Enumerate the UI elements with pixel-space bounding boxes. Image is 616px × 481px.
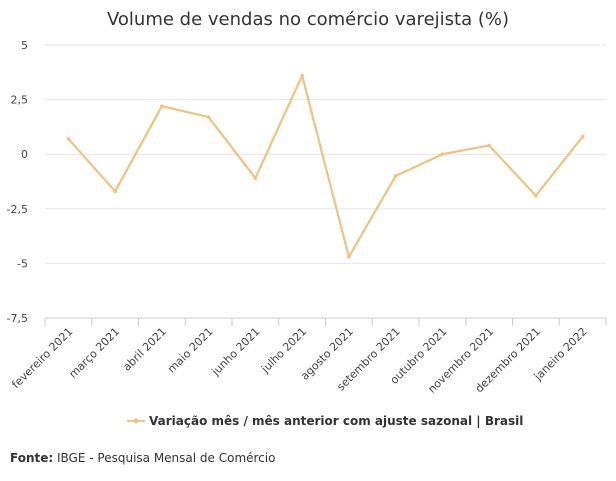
y-tick-label: -7,5 [7,312,28,325]
y-tick-label: 0 [21,148,28,161]
data-point[interactable] [113,189,117,194]
data-point[interactable] [580,134,585,139]
x-tick-label: junho 2021 [209,325,263,379]
data-point[interactable] [66,137,71,141]
y-axis: 5 2,5 0 -2,5 -5 -7,5 [7,39,28,325]
source-note: Fonte: IBGE - Pesquisa Mensal de Comérci… [10,451,275,465]
y-tick-label: -5 [17,257,28,270]
chart-title: Volume de vendas no comércio varejista (… [107,9,509,30]
source-text: IBGE - Pesquisa Mensal de Comércio [57,451,276,465]
series-line [67,74,584,258]
series-layer [66,73,585,259]
x-tick-label: março 2021 [66,325,122,381]
y-tick-label: 5 [21,39,28,52]
data-point[interactable] [440,152,445,156]
data-point[interactable] [206,115,211,119]
data-point[interactable] [534,193,538,198]
data-point[interactable] [393,174,398,178]
data-point[interactable] [160,104,164,108]
source-label: Fonte: [10,451,54,465]
legend[interactable]: Variação mês / mês anterior com ajuste s… [127,414,523,428]
y-tick-label: 2,5 [11,94,29,107]
x-tick-label: abril 2021 [120,325,169,374]
data-point[interactable] [300,73,304,78]
y-tick-label: -2,5 [7,203,28,216]
x-tick-label: maio 2021 [165,325,216,376]
legend-label[interactable]: Variação mês / mês anterior com ajuste s… [149,414,523,428]
data-point[interactable] [347,255,351,259]
legend-dot-marker [133,418,139,424]
x-tick-label: julho 2021 [258,325,309,376]
data-point[interactable] [487,143,491,148]
data-point[interactable] [253,176,258,181]
x-tick-label: fevereiro 2021 [9,325,75,391]
